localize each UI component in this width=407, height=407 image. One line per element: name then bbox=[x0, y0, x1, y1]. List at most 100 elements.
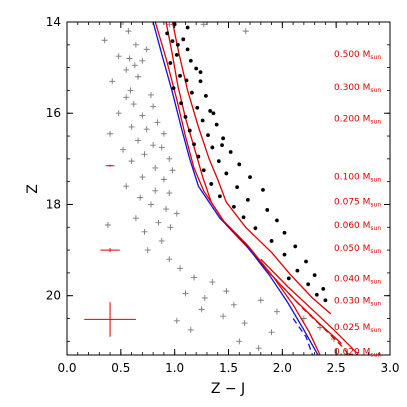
member-star-41 bbox=[275, 218, 279, 223]
field-star-20 bbox=[115, 110, 122, 117]
member-star-38 bbox=[231, 204, 236, 209]
field-star-38 bbox=[123, 183, 130, 190]
field-star-44 bbox=[173, 210, 180, 217]
member-star-35 bbox=[261, 187, 265, 192]
field-star-19 bbox=[150, 103, 157, 110]
field-star-41 bbox=[137, 194, 144, 201]
member-star-46 bbox=[282, 252, 287, 257]
member-star-24 bbox=[192, 142, 196, 147]
member-star-42 bbox=[253, 226, 258, 231]
mass-subscript: sun bbox=[370, 201, 381, 208]
member-star-5 bbox=[174, 52, 179, 57]
member-star-58 bbox=[211, 111, 216, 116]
mass-subscript: sun bbox=[370, 177, 381, 184]
field-star-58 bbox=[201, 294, 208, 301]
field-star-72 bbox=[255, 345, 262, 352]
member-star-20 bbox=[214, 122, 219, 127]
member-star-4 bbox=[185, 47, 190, 52]
field-star-54 bbox=[191, 274, 198, 281]
field-star-12 bbox=[123, 66, 130, 73]
mass-value: 0.075 M bbox=[334, 197, 370, 207]
field-star-36 bbox=[139, 174, 146, 181]
mass-value: 0.025 M bbox=[334, 323, 370, 333]
member-star-14 bbox=[203, 93, 208, 98]
member-star-0 bbox=[165, 31, 170, 36]
member-star-23 bbox=[221, 136, 226, 141]
member-star-12 bbox=[171, 86, 176, 91]
mass-value: 0.300 M bbox=[334, 83, 370, 93]
field-star-65 bbox=[173, 317, 180, 324]
x-tick-label-4: 2.0 bbox=[273, 361, 292, 375]
field-star-52 bbox=[166, 256, 173, 263]
field-star-32 bbox=[166, 155, 173, 162]
field-star-43 bbox=[163, 206, 170, 213]
field-star-53 bbox=[177, 265, 184, 272]
member-star-15 bbox=[179, 101, 184, 106]
mass-value: 0.100 M bbox=[334, 173, 370, 183]
mass-value: 0.200 M bbox=[334, 114, 370, 124]
member-star-11 bbox=[198, 79, 203, 84]
mass-label-7: 0.040 Msun bbox=[334, 274, 381, 285]
mass-label-6: 0.050 Msun bbox=[334, 244, 381, 255]
member-star-27 bbox=[196, 154, 201, 159]
member-star-25 bbox=[210, 145, 215, 150]
mass-label-8: 0.030 Msun bbox=[334, 297, 381, 308]
field-star-6 bbox=[132, 41, 139, 48]
member-star-21 bbox=[187, 128, 192, 133]
member-star-28 bbox=[216, 159, 221, 164]
member-star-52 bbox=[314, 292, 319, 297]
mass-value: 0.500 M bbox=[334, 50, 370, 60]
field-star-27 bbox=[135, 137, 142, 144]
member-star-3 bbox=[181, 37, 186, 42]
member-star-45 bbox=[293, 244, 298, 249]
isochrone-line-6 bbox=[154, 22, 321, 355]
field-star-40 bbox=[166, 190, 173, 197]
member-star-31 bbox=[224, 171, 229, 176]
x-tick-label-3: 1.5 bbox=[219, 361, 238, 375]
field-star-7 bbox=[143, 46, 150, 53]
field-star-67 bbox=[187, 326, 194, 333]
y-axis-label: Z bbox=[25, 184, 41, 194]
mass-label-10: 0.020 Msun bbox=[334, 347, 381, 358]
x-tick-label-1: 0.5 bbox=[111, 361, 130, 375]
member-star-7 bbox=[168, 61, 173, 65]
field-star-4 bbox=[242, 28, 249, 35]
mass-value: 0.050 M bbox=[334, 244, 370, 254]
field-star-24 bbox=[143, 126, 150, 133]
field-star-28 bbox=[150, 142, 157, 149]
isochrone-line-4 bbox=[152, 22, 319, 355]
mass-label-2: 0.200 Msun bbox=[334, 114, 381, 125]
field-star-25 bbox=[107, 130, 114, 137]
field-star-11 bbox=[131, 62, 138, 69]
y-tick-label-3: 20 bbox=[46, 289, 61, 303]
member-star-44 bbox=[269, 239, 274, 243]
field-star-17 bbox=[123, 94, 130, 101]
field-star-15 bbox=[127, 87, 134, 94]
mass-subscript: sun bbox=[370, 278, 381, 285]
mass-subscript: sun bbox=[370, 54, 381, 61]
field-star-46 bbox=[155, 219, 162, 226]
error-bar-0 bbox=[105, 164, 115, 167]
mass-value: 0.060 M bbox=[334, 221, 370, 231]
axis-ticks: 0.0 0.5 1.0 1.5 2.0 2.5 3.0 14 16 18 20 bbox=[46, 15, 400, 375]
member-star-22 bbox=[206, 133, 210, 138]
field-star-55 bbox=[209, 279, 216, 286]
member-star-26 bbox=[228, 150, 233, 154]
member-star-9 bbox=[178, 73, 182, 78]
isochrone-line-5 bbox=[292, 318, 314, 355]
field-star-39 bbox=[152, 187, 159, 194]
member-star-2 bbox=[175, 42, 180, 47]
mass-subscript: sun bbox=[370, 301, 381, 308]
member-star-8 bbox=[194, 66, 199, 71]
mass-subscript: sun bbox=[370, 87, 381, 94]
member-star-51 bbox=[321, 286, 326, 291]
field-star-37 bbox=[160, 176, 167, 183]
field-star-33 bbox=[128, 158, 135, 165]
mass-subscript: sun bbox=[370, 225, 381, 232]
field-star-13 bbox=[135, 73, 142, 80]
field-star-30 bbox=[119, 146, 126, 153]
member-star-48 bbox=[295, 268, 300, 273]
error-bar-1 bbox=[100, 248, 120, 252]
